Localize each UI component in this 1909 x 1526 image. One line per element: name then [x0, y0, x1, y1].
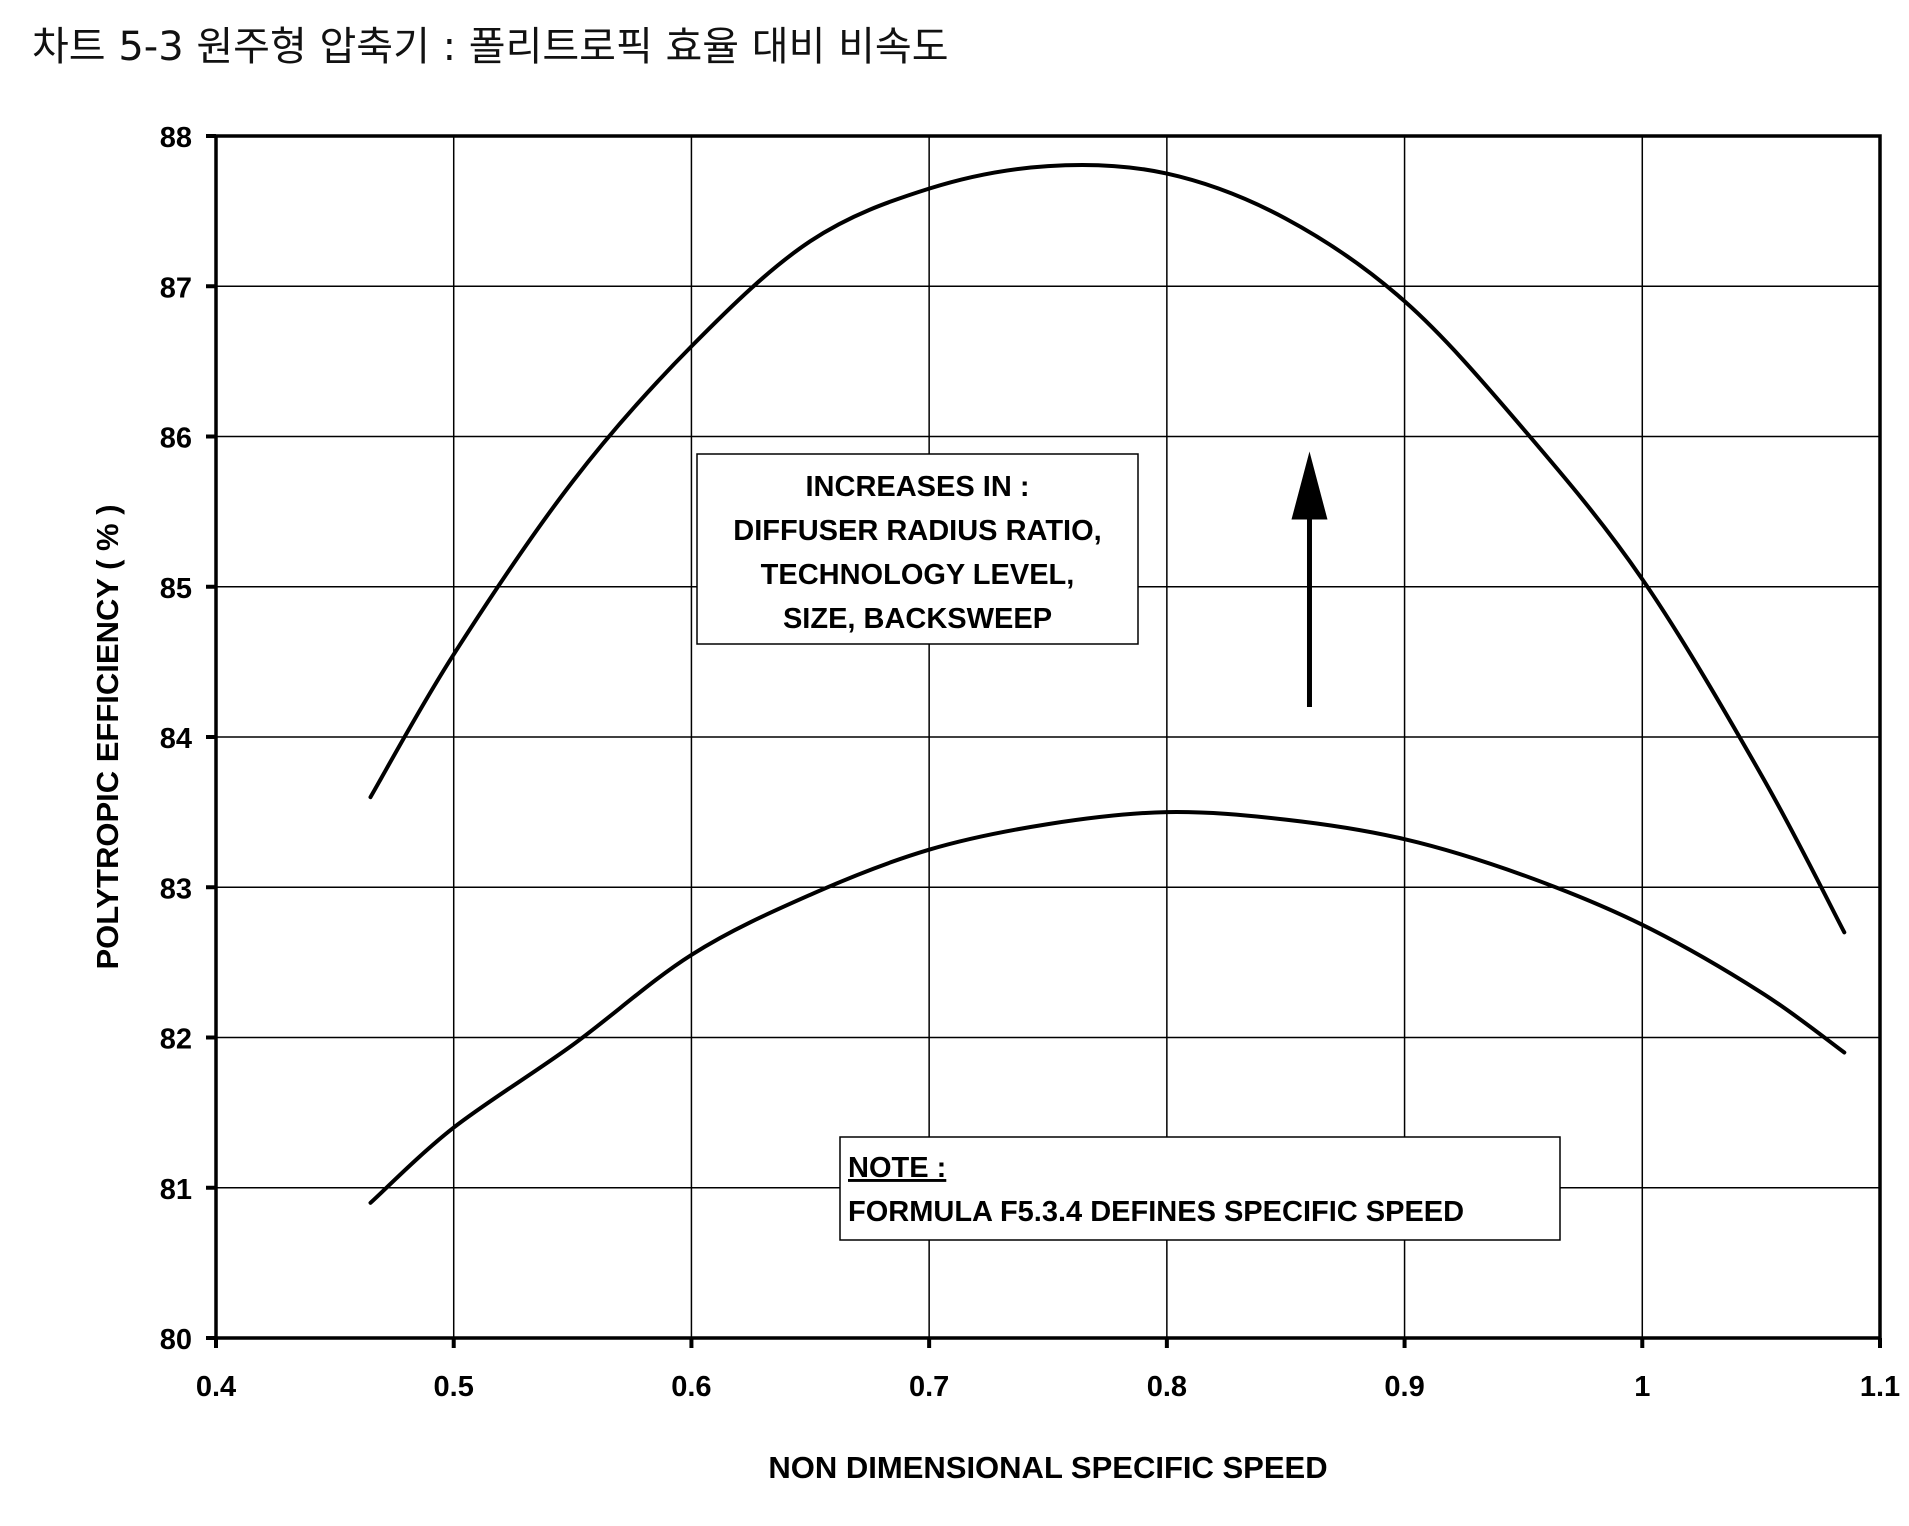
- y-tick-label: 83: [160, 873, 192, 905]
- x-tick-label: 0.9: [1384, 1371, 1424, 1403]
- page-title: 차트 5-3 원주형 압축기 : 폴리트로픽 효율 대비 비속도: [32, 24, 949, 70]
- trend-annotation-line: TECHNOLOGY LEVEL,: [761, 559, 1075, 591]
- y-tick-label: 85: [160, 573, 192, 605]
- note-heading: NOTE :: [848, 1152, 946, 1184]
- upper-efficiency-curve: [368, 162, 1847, 935]
- x-tick-label: 1.1: [1860, 1371, 1900, 1403]
- x-tick-label: 0.8: [1147, 1371, 1187, 1403]
- y-tick-label: 87: [160, 272, 192, 304]
- y-tick-label: 82: [160, 1024, 192, 1056]
- trend-annotation-line: DIFFUSER RADIUS RATIO,: [733, 515, 1101, 547]
- x-axis-label: NON DIMENSIONAL SPECIFIC SPEED: [768, 1450, 1327, 1485]
- y-tick-label: 81: [160, 1174, 192, 1206]
- trend-arrow-head: [1291, 451, 1328, 520]
- y-axis-label: POLYTROPIC EFFICIENCY ( % ): [90, 504, 125, 969]
- y-tick-label: 88: [160, 122, 192, 154]
- lower-efficiency-curve: [368, 810, 1847, 1205]
- y-tick-label: 86: [160, 423, 192, 455]
- x-tick-label: 0.6: [671, 1371, 711, 1403]
- trend-annotation-box: [696, 453, 1139, 645]
- series-layer: [368, 162, 1847, 1205]
- annotation-layer: INCREASES IN : DIFFUSER RADIUS RATIO, TECH…: [696, 451, 1561, 1241]
- note-text: FORMULA F5.3.4 DEFINES SPECIFIC SPEED: [848, 1196, 1464, 1228]
- y-tick-label: 80: [160, 1324, 192, 1356]
- trend-annotation-line: INCREASES IN :: [806, 471, 1030, 503]
- y-tick-label: 84: [160, 723, 192, 755]
- x-tick-label: 0.5: [434, 1371, 474, 1403]
- note-annotation-box: [839, 1136, 1561, 1241]
- tick-labels: 0.4 0.5 0.6 0.7 0.8 0.9 1 1.1 80 81 82 83 84 85 86 87 88: [160, 122, 1900, 1403]
- x-tick-label: 0.4: [196, 1371, 236, 1403]
- trend-annotation-line: SIZE, BACKSWEEP: [783, 603, 1052, 635]
- x-tick-label: 1: [1634, 1371, 1650, 1403]
- x-tick-label: 0.7: [909, 1371, 949, 1403]
